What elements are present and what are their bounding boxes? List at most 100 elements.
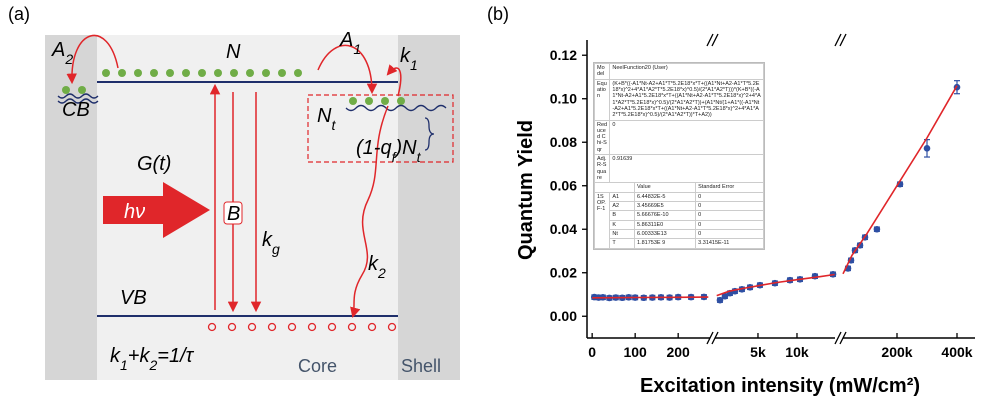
table-cell: 5.86311E0: [634, 219, 697, 230]
label-n: N: [226, 41, 241, 63]
data-point: [923, 145, 931, 152]
fit-line: [592, 85, 958, 299]
table-cell: (K+B*((-A1*Nt-A2+A1*T*5.2E18*x*T+((A1*Nt…: [609, 78, 764, 121]
y-axis-label: Quantum Yield: [515, 120, 537, 260]
y-tick-label: 0.08: [550, 134, 577, 150]
table-cell: 3.31415E-11: [695, 238, 764, 249]
table-cell: [593, 182, 636, 193]
table-cell: 0.91639: [609, 154, 764, 184]
arrows: [66, 34, 402, 319]
label-vb: VB: [120, 287, 147, 309]
table-cell: 3.45669E5: [634, 200, 697, 212]
table-row: Nt 6.00333E13 0: [595, 228, 764, 240]
label-core: Core: [298, 356, 337, 376]
label-text: k: [110, 345, 121, 367]
label-sub: g: [272, 241, 280, 257]
table-cell: 0: [695, 200, 764, 212]
x-tick-label: 100: [623, 344, 647, 360]
data-point: [716, 296, 724, 304]
label-sub: 2: [64, 51, 73, 67]
table-cell: Model: [593, 63, 611, 80]
table: Model NeelFunction20 (User) Equation (K+B*(…: [593, 63, 764, 249]
table-row: Reduced Chi-Sqr 0: [593, 119, 764, 156]
table-row: Model NeelFunction20 (User): [593, 63, 764, 80]
label-sub: 1: [410, 57, 418, 73]
label-text: +k: [128, 345, 151, 367]
table-row: B 5.66676E-10 0: [595, 210, 764, 221]
table-cell: NeelFunction20 (User): [609, 63, 764, 80]
y-tick-label: 0.12: [550, 47, 577, 63]
table-cell: 6.00333E13: [634, 228, 697, 240]
label-text: A: [339, 29, 353, 51]
panel-label: (a): [8, 4, 30, 24]
table-row: 1SOP.F-1 A1 6.44832E-5 0: [593, 191, 764, 249]
label-a2: A2: [51, 39, 73, 67]
table-row: T 1.81753E 9 3.31415E-11: [595, 238, 764, 249]
data-point: [721, 292, 729, 300]
data-point: [873, 225, 881, 233]
table-cell: 0: [695, 210, 764, 221]
label-text: (1-q: [356, 137, 392, 159]
holes: [207, 322, 397, 332]
table-row: Value Standard Error: [593, 182, 764, 193]
fit-table: Model NeelFunction20 (User) Equation (K+B*(…: [593, 62, 765, 250]
x-tick-label: 200k: [881, 344, 912, 360]
trap-box: [307, 94, 454, 163]
label-gt: G(t): [137, 153, 171, 175]
table-cell: T: [609, 238, 636, 249]
y-tick-label: 0.02: [550, 265, 577, 281]
table-cell: Equation: [593, 78, 611, 121]
table-row: K 5.86311E0 0: [595, 219, 764, 230]
x-tick-label: 10k: [785, 344, 809, 360]
label-sub: f: [392, 149, 398, 165]
table-cell: 1SOP.F-1: [593, 191, 611, 249]
label-b: B: [227, 203, 240, 225]
label-nt: Nt: [317, 105, 336, 133]
table-row: Equation (K+B*((-A1*Nt-A2+A1*T*5.2E18*x*T…: [593, 78, 764, 121]
table-cell: 0: [695, 228, 764, 240]
label-sub: t: [417, 149, 422, 165]
label-sub: 1: [353, 41, 361, 57]
table-cell: 0: [695, 191, 764, 202]
b-box: [223, 201, 243, 225]
trap-states: [57, 93, 447, 151]
label-text: A: [51, 39, 65, 61]
y-tick-label: 0.06: [550, 178, 577, 194]
label-a1: A1: [339, 29, 361, 57]
table-cell: B: [609, 210, 636, 221]
label-sub: 2: [148, 357, 157, 373]
label-sub: 1: [120, 357, 128, 373]
table-cell: 5.66676E-10: [634, 210, 697, 221]
x-tick-label: 400k: [941, 344, 972, 360]
table-cell: 6.44832E-5: [634, 191, 697, 202]
table-cell: A2: [609, 200, 636, 212]
label-k1: k1: [400, 45, 418, 73]
label-text: =1/τ: [157, 345, 194, 367]
panel-label: (b): [487, 4, 509, 24]
label-trap-fraction: (1-qf)Nt: [356, 137, 422, 165]
table-cell: Adj. R-Square: [593, 154, 611, 184]
label-lifetime: k1+k2=1/τ: [110, 345, 195, 373]
label-text: )N: [393, 137, 417, 159]
chart: (b) Quantum Yield Excitation intensity (…: [487, 4, 975, 397]
label-text: N: [317, 105, 332, 127]
label-text: k: [368, 253, 379, 275]
y-tick-label: 0.10: [550, 91, 577, 107]
label-text: k: [400, 45, 411, 67]
label-hv: hν: [124, 201, 145, 223]
table-cell: K: [609, 219, 636, 230]
label-k2: k2: [368, 253, 386, 281]
photon-arrow: [103, 182, 210, 238]
table-cell: Reduced Chi-Sqr: [593, 119, 611, 156]
table-cell: 1.81753E 9: [634, 238, 697, 249]
table-row: Adj. R-Square 0.91639: [593, 154, 764, 184]
label-kg: kg: [262, 229, 280, 257]
label-cb: CB: [62, 99, 90, 121]
x-tick-label: 200: [666, 344, 690, 360]
label-shell: Shell: [401, 356, 441, 376]
table-cell: Nt: [609, 228, 636, 240]
table-cell: 0: [695, 219, 764, 230]
label-sub: t: [331, 117, 336, 133]
